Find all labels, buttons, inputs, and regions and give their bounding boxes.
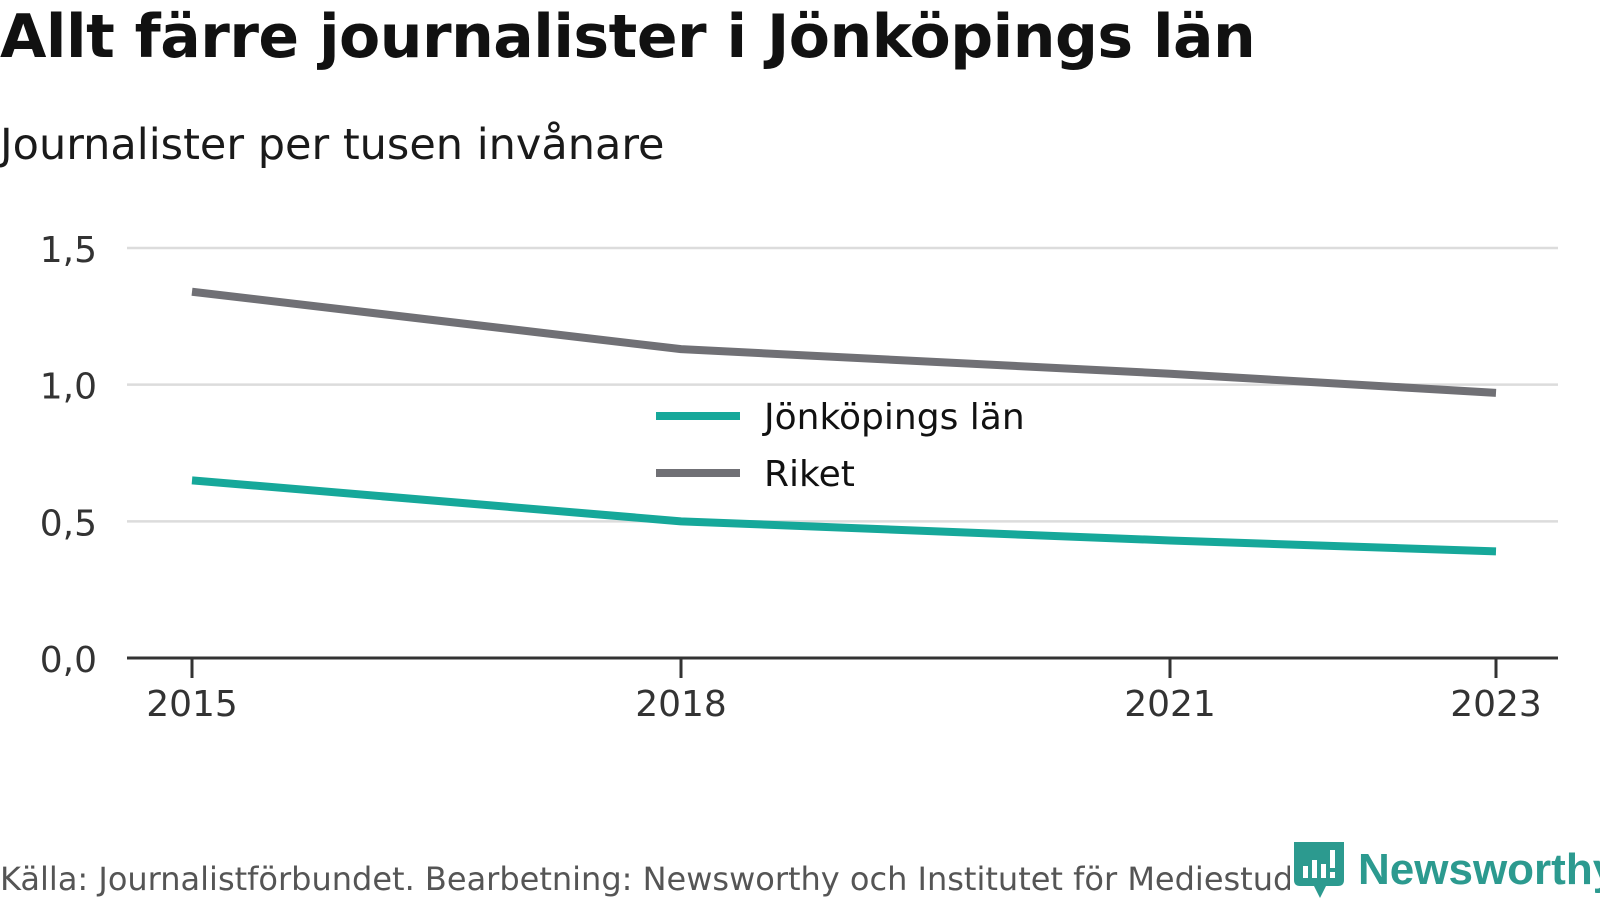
x-tick-label: 2023 [1450, 684, 1542, 725]
y-tick-label: 1,5 [40, 230, 97, 271]
series-line [191, 287, 1497, 397]
chart-title: Allt färre journalister i Jönköpings län [0, 2, 1256, 72]
newsworthy-logo-icon [1294, 842, 1344, 898]
legend-label: Jönköpings län [762, 397, 1025, 438]
chart-subtitle: Journalister per tusen invånare [0, 120, 665, 170]
x-tick-label: 2015 [146, 684, 238, 725]
newsworthy-logo[interactable]: Newsworthy [1290, 842, 1600, 898]
x-tick-label: 2021 [1124, 684, 1216, 725]
y-tick-label: 0,5 [40, 503, 97, 544]
y-tick-label: 0,0 [40, 640, 97, 681]
y-tick-label: 1,0 [40, 367, 97, 408]
legend-background [650, 386, 1040, 504]
series-line [191, 476, 1497, 556]
x-tick-label: 2018 [635, 684, 727, 725]
newsworthy-brand-name: Newsworthy [1358, 845, 1600, 894]
source-note: Källa: Journalistförbundet. Bearbetning:… [0, 860, 1336, 898]
line-chart: 0,0 0,5 1,0 1,5 2015 2018 2021 2023 Jönköpings l… [40, 230, 1558, 725]
legend-label: Riket [764, 454, 855, 495]
